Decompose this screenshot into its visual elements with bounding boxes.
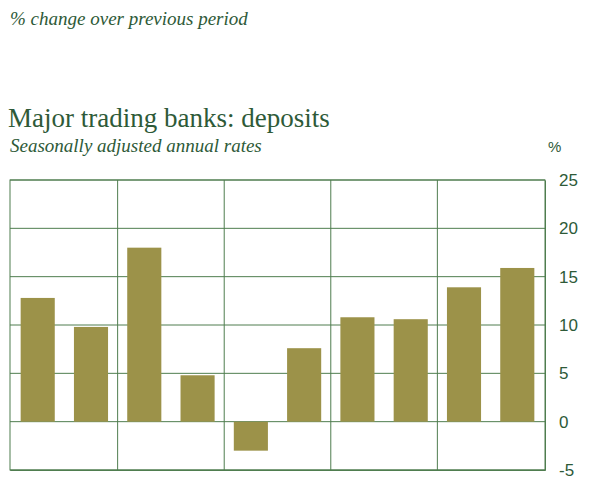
bar: [340, 317, 374, 421]
y-axis-line: [545, 181, 546, 471]
y-tick: 10: [545, 316, 578, 335]
title: Major trading banks: deposits: [8, 103, 330, 133]
y-tick-label: 15: [559, 268, 578, 287]
y-tick: -5: [545, 461, 574, 480]
y-tick-label: 20: [559, 219, 578, 238]
y-tick: 20: [545, 219, 578, 238]
grid: [10, 180, 545, 470]
grid-line: [10, 276, 545, 277]
bar: [181, 375, 215, 421]
bar: [500, 268, 534, 422]
chart: % change over previous period Major tradi…: [0, 0, 600, 483]
plot-frame: [10, 180, 545, 470]
section-divider: [437, 180, 438, 470]
bar: [74, 327, 108, 422]
subtitle: Seasonally adjusted annual rates: [10, 135, 262, 156]
y-tick-label: 25: [559, 171, 578, 190]
annotation: % change over previous period: [10, 8, 248, 29]
y-axis: -5 0 5 10 15 20 25: [545, 171, 578, 480]
y-tick: 25: [545, 171, 578, 190]
y-tick-label: 5: [559, 364, 568, 383]
section-divider: [224, 180, 225, 470]
section-divider: [330, 180, 331, 470]
bars: [21, 248, 535, 451]
y-tick-label: -5: [559, 461, 574, 480]
bar: [394, 319, 428, 421]
x-axis: [11, 470, 546, 472]
bar: [287, 348, 321, 421]
y-axis-label: %: [548, 138, 561, 155]
y-tick: 15: [545, 268, 578, 287]
bar: [447, 287, 481, 421]
section-divider: [117, 180, 118, 470]
x-axis-line: [11, 470, 546, 471]
grid-line: [10, 228, 545, 229]
y-tick: 5: [545, 364, 568, 383]
y-tick-label: 0: [559, 413, 568, 432]
y-tick-label: 10: [559, 316, 578, 335]
y-tick: 0: [545, 413, 568, 432]
bar: [127, 248, 161, 422]
bar: [21, 298, 55, 422]
bar: [234, 422, 268, 451]
